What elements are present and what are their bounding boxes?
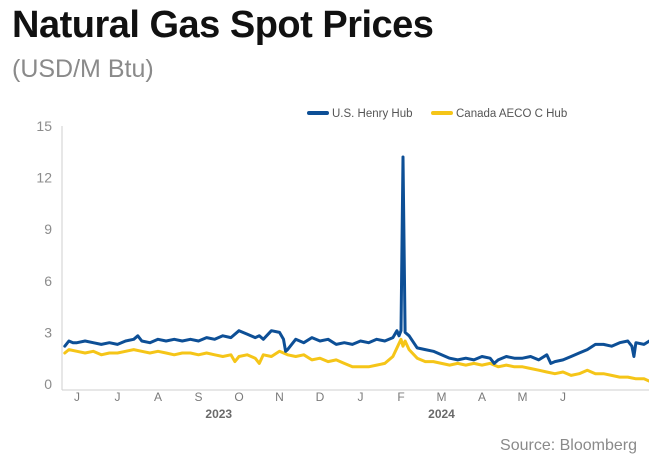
series-henry-hub <box>63 155 649 365</box>
chart-title: Natural Gas Spot Prices <box>12 4 434 46</box>
x-tick-label: N <box>275 390 284 404</box>
series-aeco-c-hub <box>63 337 649 383</box>
y-tick-label: 6 <box>44 273 52 289</box>
x-tick-label: M <box>437 390 447 404</box>
chart-subtitle: (USD/M Btu) <box>12 55 154 83</box>
x-year-label: 2023 <box>205 407 232 421</box>
x-tick-label: F <box>397 390 404 404</box>
y-tick-label: 9 <box>44 221 52 237</box>
x-tick-label: J <box>358 390 364 404</box>
legend-label-henry-hub: U.S. Henry Hub <box>332 108 413 120</box>
x-tick-label: A <box>154 390 162 404</box>
source-note: Source: Bloomberg <box>500 437 637 454</box>
y-tick-label: 3 <box>44 324 52 340</box>
x-tick-label: M <box>518 390 528 404</box>
y-tick-label: 15 <box>36 118 52 134</box>
x-tick-label: A <box>478 390 486 404</box>
y-tick-label: 0 <box>44 376 52 392</box>
legend: U.S. Henry Hub Canada AECO C Hub <box>307 108 567 120</box>
x-tick-label: D <box>316 390 325 404</box>
x-axis: J J A S O N D J F M A M J 2023 2024 <box>62 389 649 421</box>
x-tick-label: J <box>74 390 80 404</box>
x-year-label: 2024 <box>428 407 455 421</box>
x-tick-label: J <box>115 390 121 404</box>
y-axis: 0 3 6 9 12 15 <box>36 118 63 392</box>
x-tick-label: J <box>560 390 566 404</box>
y-tick-label: 12 <box>36 170 52 186</box>
legend-label-aeco: Canada AECO C Hub <box>456 108 567 120</box>
x-tick-label: O <box>234 390 243 404</box>
x-tick-label: S <box>194 390 202 404</box>
series-group <box>63 155 649 383</box>
